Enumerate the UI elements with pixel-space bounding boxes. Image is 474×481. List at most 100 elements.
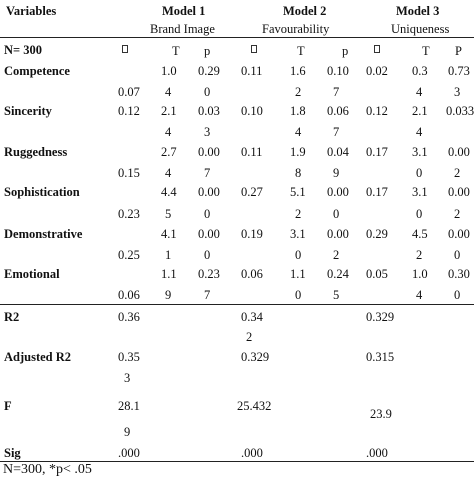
beta-glyph-m2-icon [251,45,257,53]
r2-m2: 0.34 [241,310,263,324]
cell: 1.1 [161,267,177,281]
cell: 3 [204,125,211,139]
cell: 0.06 [241,267,263,281]
cell: 8 [295,166,302,180]
cell: 1.0 [412,267,428,281]
cell: 0.17 [366,185,388,199]
cell: 0.29 [366,227,388,241]
cell: 0.00 [448,227,470,241]
cell: 0.033 [446,104,474,118]
cell: 4.5 [412,227,428,241]
adj-r2-m2: 0.329 [241,350,270,364]
row-label-emotional: Emotional [4,267,60,281]
adjusted-r2-label: Adjusted R2 [4,350,72,364]
row-label-sincerity: Sincerity [4,104,52,118]
adj-r2-m1: 0.35 [118,350,140,364]
model-3-subtitle: Uniqueness [391,22,450,36]
f-m1-wrap: 9 [124,425,131,439]
cell: 0 [295,248,302,262]
cell: 0.10 [327,64,349,78]
cell: 0.03 [198,104,220,118]
cell: 3.1 [412,185,428,199]
cell: 2.7 [161,145,177,159]
cell: 4 [416,85,423,99]
top-rule [0,37,474,38]
cell: 0.06 [118,288,140,302]
cell: 1.9 [290,145,306,159]
cell: 5.1 [290,185,306,199]
cell: 0 [204,248,211,262]
rule-under-sig [0,461,474,462]
sample-size-label: N= 300 [4,43,43,57]
cell: 0.23 [198,267,220,281]
cell: 0.05 [366,267,388,281]
cell: 0 [454,288,461,302]
cell: 4 [295,125,302,139]
f-m2: 25.432 [237,399,272,413]
cell: 0 [204,85,211,99]
cell: 0.23 [118,207,140,221]
cell: 5 [333,288,340,302]
cell: 0.30 [448,267,470,281]
r2-m2-wrap: 2 [246,330,253,344]
cell: 0.10 [241,104,263,118]
f-m1: 28.1 [118,399,140,413]
rule-under-coefficients [0,304,474,305]
cell: 0.04 [327,145,349,159]
cell: 4 [416,288,423,302]
cell: 0.19 [241,227,263,241]
cell: 0 [454,248,461,262]
cell: 0.29 [198,64,220,78]
cell: 9 [165,288,172,302]
cell: 0.17 [366,145,388,159]
beta-glyph-m1-icon [122,45,128,53]
cell: 7 [333,85,340,99]
cell: 0.07 [118,85,140,99]
cell: 0 [204,207,211,221]
cell: 0.00 [448,185,470,199]
cell: 9 [333,166,340,180]
r2-m3: 0.329 [366,310,395,324]
cell: 4.4 [161,185,177,199]
r2-m1: 0.36 [118,310,140,324]
m1-t-head: T [172,44,180,58]
cell: 7 [333,125,340,139]
cell: 1.6 [290,64,306,78]
cell: 4.1 [161,227,177,241]
model-3-title: Model 3 [396,4,440,18]
cell: 2.1 [412,104,428,118]
cell: 2 [333,248,340,262]
model-1-subtitle: Brand Image [150,22,215,36]
variables-header: Variables [6,4,57,18]
cell: 4 [165,166,172,180]
cell: 2 [295,85,302,99]
m3-t-head: T [422,44,430,58]
m2-t-head: T [297,44,305,58]
cell: 2 [295,207,302,221]
cell: 1.1 [290,267,306,281]
cell: 0.15 [118,166,140,180]
f-m3: 23.9 [370,407,392,421]
adj-r2-m1-wrap: 3 [124,371,131,385]
beta-glyph-m3-icon [374,45,380,53]
model-2-title: Model 2 [283,4,327,18]
cell: 3.1 [290,227,306,241]
cell: 0.00 [198,185,220,199]
cell: 1.0 [161,64,177,78]
cell: 0.00 [327,185,349,199]
model-2-subtitle: Favourability [262,22,330,36]
cell: 0 [333,207,340,221]
cell: 0.24 [327,267,349,281]
cell: 0.00 [327,227,349,241]
cell: 4 [165,125,172,139]
r2-label: R2 [4,310,20,324]
cell: 0.27 [241,185,263,199]
cell: 3 [454,85,461,99]
cell: 2 [454,166,461,180]
cell: 0 [295,288,302,302]
cell: 0.12 [118,104,140,118]
cell: 0.00 [198,227,220,241]
adj-r2-m3: 0.315 [366,350,395,364]
sig-m3: .000 [366,446,388,460]
cell: 0.00 [448,145,470,159]
